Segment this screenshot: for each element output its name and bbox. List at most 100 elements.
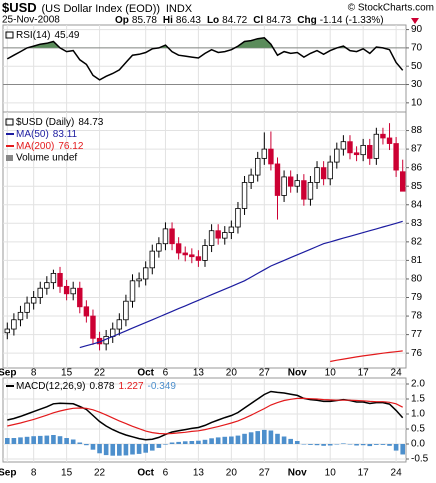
candle-body [327, 161, 333, 180]
x-tick-label: 22 [94, 468, 106, 479]
histogram-bar [347, 444, 353, 445]
candle-body [347, 141, 353, 154]
histogram-bar [248, 432, 254, 444]
legend-part: RSI(14) [16, 30, 50, 41]
quote-value: 85.78 [132, 15, 157, 26]
legend-part: MACD(12,26,9) [16, 381, 85, 392]
histogram-bar [57, 436, 63, 444]
quote-label: Chg [297, 15, 316, 26]
legend-entry: MA(200) 76.12 [16, 141, 84, 152]
candle-body [123, 300, 129, 321]
x-tick-label: Oct [137, 368, 154, 379]
x-tick-label: 24 [391, 368, 403, 379]
candle-body [334, 148, 340, 163]
candle-body [360, 144, 366, 156]
histogram-bar [117, 444, 122, 456]
legend-part: -0.349 [148, 381, 177, 392]
histogram-bar [262, 429, 267, 444]
down-arrow [411, 18, 419, 24]
histogram-bar [110, 444, 116, 456]
legend-part: 0.878 [89, 381, 114, 392]
x-tick-label: 17 [358, 368, 370, 379]
symbol: $USD [2, 0, 37, 15]
histogram-bar [242, 433, 247, 444]
histogram-bar [84, 444, 89, 446]
y-tick-label: 10 [411, 97, 423, 108]
histogram-bar [51, 435, 56, 444]
legend-swatch [5, 31, 14, 39]
histogram-bar [169, 442, 175, 444]
candle-body [90, 315, 96, 339]
x-tick-label: 27 [259, 368, 271, 379]
histogram-bar [182, 441, 188, 444]
histogram-bar [136, 444, 142, 454]
histogram-bar [44, 435, 50, 444]
legend-swatch [5, 118, 14, 126]
candle-body [63, 285, 70, 295]
histogram-bar [202, 439, 208, 444]
candle-body [4, 328, 11, 334]
quote: Op 85.78 Hi 86.43 Lo 84.72 Cl 84.73 Chg -1.14 (-1… [115, 15, 384, 26]
histogram-bar [4, 438, 10, 444]
histogram-bar [374, 444, 379, 445]
x-tick-label: Nov [288, 368, 307, 379]
x-tick-label: 24 [391, 468, 403, 479]
y-tick-label: 0.5 [411, 424, 425, 435]
indicator-line [7, 397, 403, 435]
date: 25-Nov-2008 [2, 15, 60, 26]
candle-body [44, 282, 50, 289]
histogram-bar [334, 444, 340, 445]
candle-body [248, 174, 254, 183]
histogram-bar [97, 444, 102, 454]
quote-value: 84.73 [266, 15, 291, 26]
chart-heading: $USD (US Dollar Index (EOD)) INDX [2, 0, 193, 15]
candle-body [195, 256, 202, 261]
watermark: © StockCharts.com [348, 3, 434, 14]
candle-body [129, 280, 136, 302]
y-tick-label: -0.5 [411, 454, 429, 465]
histogram-bar [130, 444, 135, 455]
indicator-line [6, 37, 404, 81]
candle-body [261, 148, 268, 159]
candle-body [373, 133, 380, 159]
candle-body [17, 311, 24, 321]
y-tick-label: 50 [411, 61, 423, 72]
histogram-bar [360, 444, 366, 446]
legend-entry: Volume undef [16, 153, 77, 164]
histogram-bar [103, 444, 109, 456]
x-tick-label: 8 [31, 468, 37, 479]
y-tick-label: 30 [411, 79, 423, 90]
quote-value: -1.14 (-1.33%) [320, 15, 384, 26]
x-tick-label: 10 [325, 368, 337, 379]
histogram-bar [288, 438, 293, 444]
x-tick-label: 8 [31, 368, 37, 379]
y-tick-label: 77 [411, 329, 423, 340]
y-tick-label: 79 [411, 292, 423, 303]
candle-body [241, 182, 248, 209]
candle-body [162, 228, 169, 245]
histogram-bar [268, 430, 274, 444]
moving-average [79, 220, 403, 349]
y-tick-label: 2.0 [411, 379, 425, 390]
histogram-bar [215, 437, 221, 444]
legend-part: MA(200) [16, 141, 54, 152]
histogram-bar [11, 438, 17, 444]
candle-body [182, 252, 188, 256]
candle-body [189, 254, 195, 258]
y-tick-label: 87 [411, 144, 423, 155]
y-tick-label: 86 [411, 162, 423, 173]
y-tick-label: 78 [411, 311, 423, 322]
x-tick-label: 6 [163, 468, 169, 479]
histogram-bar [90, 444, 96, 450]
candle-body [208, 230, 215, 246]
candle-body [202, 245, 208, 261]
histogram-bar [229, 436, 234, 444]
moving-average [330, 350, 403, 363]
histogram-bar [31, 436, 36, 444]
quote-value: 84.72 [222, 15, 247, 26]
histogram-bar [327, 444, 333, 446]
candle-body [37, 287, 43, 298]
quote-label: Hi [163, 15, 173, 26]
histogram-bar [209, 438, 214, 444]
candle-body [11, 319, 17, 330]
